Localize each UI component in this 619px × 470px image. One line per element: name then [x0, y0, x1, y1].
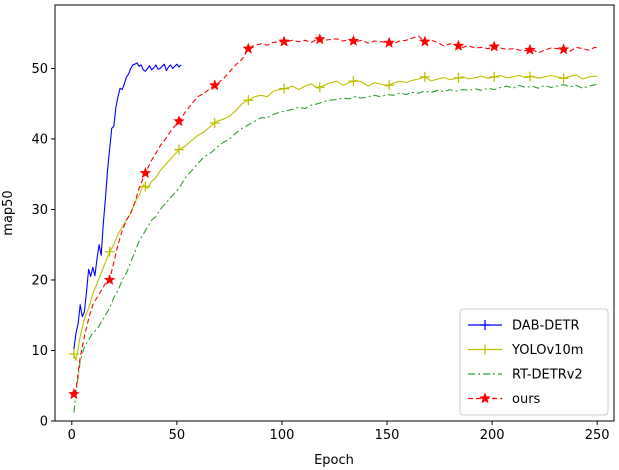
data-point-yolov10m	[173, 144, 184, 155]
data-point-ours	[347, 34, 360, 46]
data-point-ours	[173, 115, 185, 127]
data-point-ours	[313, 33, 326, 45]
x-tick-label: 250	[585, 428, 610, 443]
legend: DAB-DETR YOLOv10m RT-DETRv2 ours	[459, 308, 609, 416]
data-point-ours	[418, 35, 431, 47]
data-point-yolov10m	[209, 117, 220, 128]
x-tick-label: 200	[480, 428, 505, 443]
series-rt-detrv2	[73, 84, 598, 413]
series-dab-detr	[73, 62, 182, 350]
data-point-yolov10m	[453, 72, 464, 83]
x-tick-label: 50	[169, 428, 186, 443]
y-tick-label: 10	[31, 344, 48, 359]
data-point-ours	[488, 40, 501, 52]
data-point-yolov10m	[68, 349, 79, 360]
data-point-yolov10m	[558, 73, 569, 84]
data-point-yolov10m	[279, 83, 290, 94]
series-ours	[68, 33, 598, 400]
data-point-ours	[208, 79, 221, 91]
y-axis-label: map50	[1, 190, 16, 235]
data-point-ours	[68, 387, 80, 400]
data-point-yolov10m	[524, 71, 535, 82]
data-point-yolov10m	[348, 76, 359, 87]
series-line-rt-detrv2	[73, 84, 598, 413]
series-line-dab-detr	[73, 62, 182, 350]
data-point-yolov10m	[489, 71, 500, 82]
x-tick-label: 100	[270, 428, 295, 443]
data-point-ours	[103, 273, 116, 285]
plot-frame	[54, 4, 615, 422]
data-point-ours	[452, 39, 465, 51]
x-tick-label: 0	[68, 428, 76, 443]
data-point-yolov10m	[140, 181, 151, 192]
y-tick-label: 20	[31, 273, 48, 288]
axis-ticks: 0 50 100 150 200 250 0 10 20 30 40 50	[31, 62, 609, 443]
data-point-ours	[139, 166, 152, 179]
data-point-ours	[242, 42, 255, 54]
data-point-yolov10m	[314, 82, 325, 93]
data-point-yolov10m	[384, 80, 395, 91]
legend-marker-yolov10m	[480, 344, 490, 355]
data-point-ours	[383, 36, 396, 48]
series-yolov10m	[68, 71, 598, 361]
plot-area	[68, 33, 598, 413]
data-point-ours	[557, 43, 570, 55]
legend-label-dab-detr: DAB-DETR	[512, 319, 579, 334]
legend-marker-ours	[479, 392, 491, 404]
data-point-yolov10m	[104, 246, 115, 257]
data-point-ours	[278, 35, 290, 47]
x-axis-label: Epoch	[314, 453, 354, 468]
x-tick-label: 150	[375, 428, 400, 443]
legend-box	[459, 308, 609, 416]
legend-label-ours: ours	[512, 392, 541, 407]
data-point-ours	[524, 43, 536, 55]
y-tick-label: 0	[40, 415, 48, 430]
series-line-yolov10m	[73, 74, 598, 361]
data-point-yolov10m	[243, 95, 254, 106]
legend-label-rt-detrv2: RT-DETRv2	[512, 368, 583, 383]
y-tick-label: 30	[31, 203, 48, 218]
legend-marker-dab-detr	[480, 320, 490, 330]
series-line-ours	[73, 35, 598, 395]
y-tick-label: 40	[31, 132, 48, 147]
legend-label-yolov10m: YOLOv10m	[511, 343, 583, 358]
y-tick-label: 50	[31, 62, 48, 77]
data-point-yolov10m	[419, 71, 430, 82]
